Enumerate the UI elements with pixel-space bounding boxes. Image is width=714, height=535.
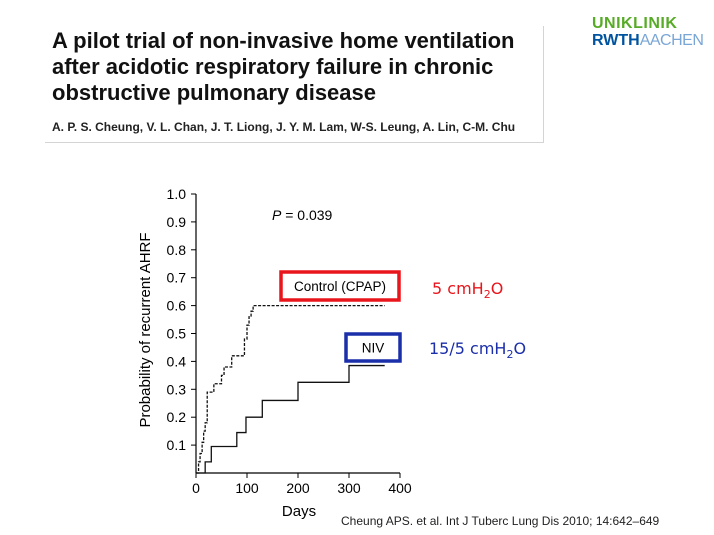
y-tick-label: 0.8 <box>167 242 187 258</box>
y-axis-label: Probability of recurrent AHRF <box>137 232 154 427</box>
y-tick-label: 0.1 <box>167 437 187 453</box>
legend-niv: NIV <box>344 332 402 363</box>
y-tick-label: 0.3 <box>167 381 187 397</box>
control-pressure-label-tail: O <box>491 279 504 298</box>
legend-niv-box <box>344 332 402 363</box>
paper-title: A pilot trial of non-invasive home venti… <box>52 28 515 105</box>
chart-labels: Days Probability of recurrent AHRF P = 0.0… <box>137 207 526 520</box>
x-axis-label: Days <box>282 503 316 520</box>
y-tick-label: 0.9 <box>167 214 187 230</box>
y-tick-label: 0.6 <box>167 298 187 314</box>
legend-control-cpap-text: Control (CPAP) <box>294 279 386 294</box>
x-tick-label: 100 <box>235 480 259 496</box>
legend-niv-text: NIV <box>362 341 385 356</box>
x-tick-label: 300 <box>337 480 361 496</box>
y-tick-label: 1.0 <box>167 186 187 202</box>
niv-pressure-label-main: 15/5 cmH <box>429 339 506 358</box>
niv-pressure-label-tail: O <box>513 339 526 358</box>
x-tick-label: 0 <box>192 480 200 496</box>
p-value-symbol: P <box>272 207 282 223</box>
niv-series-line <box>196 364 385 474</box>
logo-aachen: AACHEN <box>639 32 704 49</box>
y-tick-label: 0.5 <box>167 326 187 342</box>
y-tick-label: 0.7 <box>167 270 187 286</box>
y-tick-label: 0.4 <box>167 353 187 369</box>
y-tick-label: 0.2 <box>167 409 187 425</box>
control-cpap-series-line <box>196 304 385 474</box>
chart-axes: 0.1 0.2 0.3 0.4 0.5 0.6 0.7 0.8 0.9 1.0 0 100 200 300… <box>167 186 412 496</box>
uniklinik-logo: UNIKLINIK RWTHAACHEN <box>592 15 707 49</box>
logo-line-rwth-aachen: RWTHAACHEN <box>592 32 707 49</box>
citation: Cheung APS. et al. Int J Tuberc Lung Dis… <box>341 514 660 528</box>
niv-pressure-label: 15/5 cmH2O <box>429 339 526 361</box>
logo-rwth: RWTH <box>592 32 640 49</box>
x-tick-label: 200 <box>286 480 310 496</box>
niv-pressure-label-subscript: 2 <box>506 348 513 361</box>
legend-control-cpap-box <box>279 270 401 302</box>
legend-control-cpap: Control (CPAP) <box>279 270 401 302</box>
paper-authors: A. P. S. Cheung, V. L. Chan, J. T. Liong… <box>52 120 516 134</box>
p-value-annotation: P = 0.039 <box>272 207 333 223</box>
chart-series <box>196 304 385 474</box>
control-pressure-label: 5 cmH2O <box>432 279 503 301</box>
control-pressure-label-subscript: 2 <box>484 288 491 301</box>
control-pressure-label-main: 5 cmH <box>432 279 484 298</box>
logo-line-uniklinik: UNIKLINIK <box>592 15 678 32</box>
paper-header: A pilot trial of non-invasive home venti… <box>45 26 544 143</box>
p-value-text: = 0.039 <box>281 207 332 223</box>
x-tick-label: 400 <box>388 480 412 496</box>
